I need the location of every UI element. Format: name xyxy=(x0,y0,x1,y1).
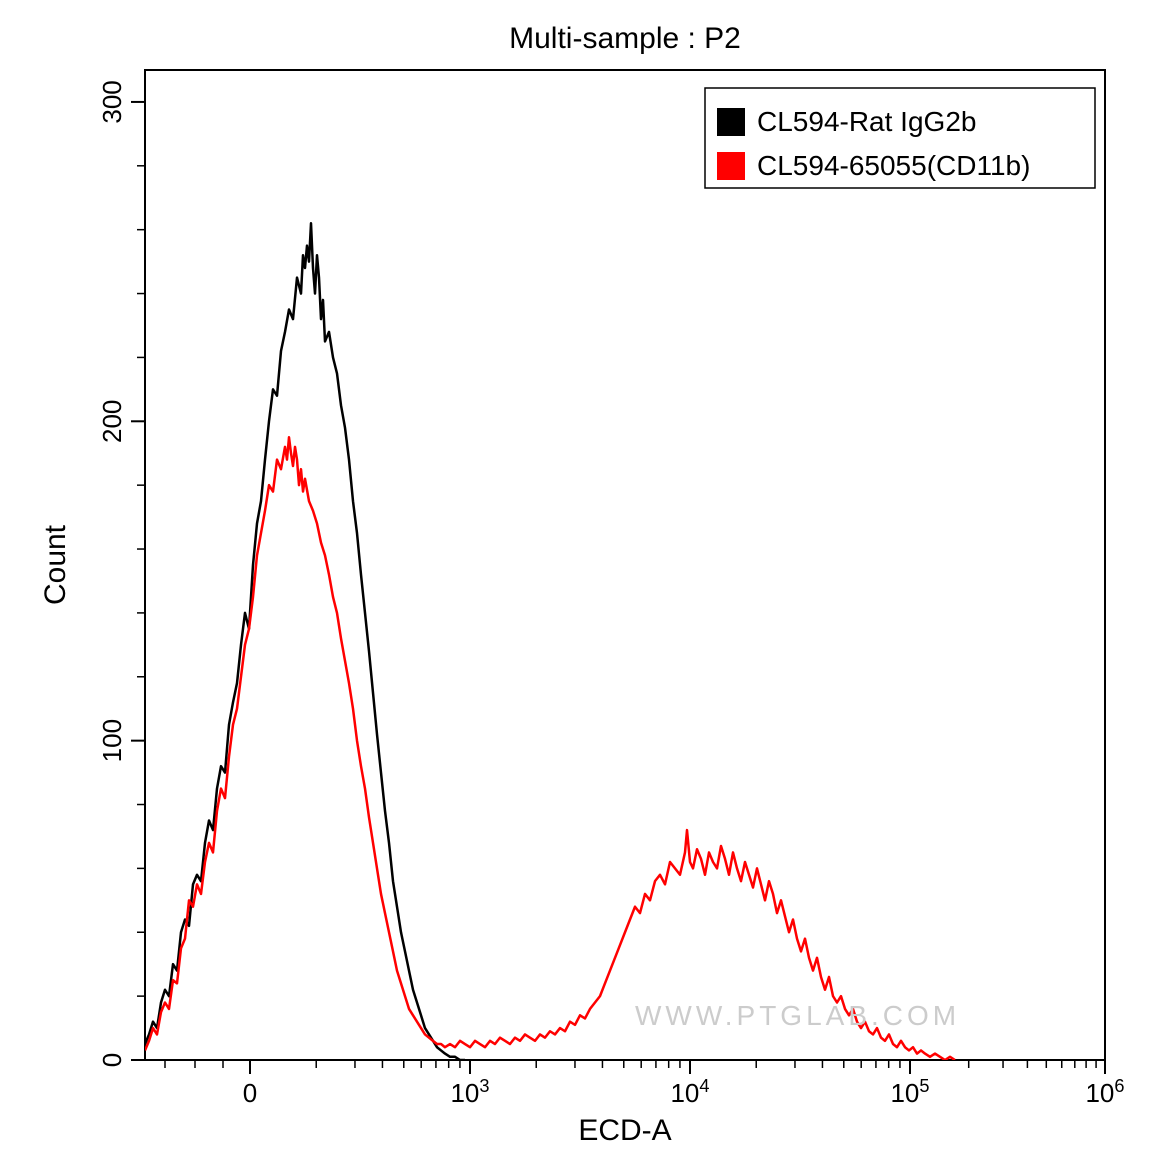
svg-text:105: 105 xyxy=(890,1076,929,1108)
svg-text:CL594-Rat IgG2b: CL594-Rat IgG2b xyxy=(757,106,976,137)
svg-text:300: 300 xyxy=(97,80,127,123)
chart-container: Multi-sample : P2 0 100 200 300 Count 0 103 104 1… xyxy=(0,0,1156,1165)
svg-text:104: 104 xyxy=(670,1076,709,1108)
svg-text:0: 0 xyxy=(97,1053,127,1067)
svg-text:Multi-sample : P2: Multi-sample : P2 xyxy=(509,22,741,55)
svg-text:103: 103 xyxy=(450,1076,489,1108)
svg-text:Count: Count xyxy=(39,524,72,605)
svg-text:106: 106 xyxy=(1085,1076,1124,1108)
svg-text:200: 200 xyxy=(97,400,127,443)
chart-svg: Multi-sample : P2 0 100 200 300 Count 0 103 104 1… xyxy=(0,0,1156,1165)
svg-text:0: 0 xyxy=(243,1078,257,1108)
svg-text:CL594-65055(CD11b): CL594-65055(CD11b) xyxy=(757,150,1030,181)
svg-text:100: 100 xyxy=(97,719,127,762)
svg-text:ECD-A: ECD-A xyxy=(578,1114,671,1147)
